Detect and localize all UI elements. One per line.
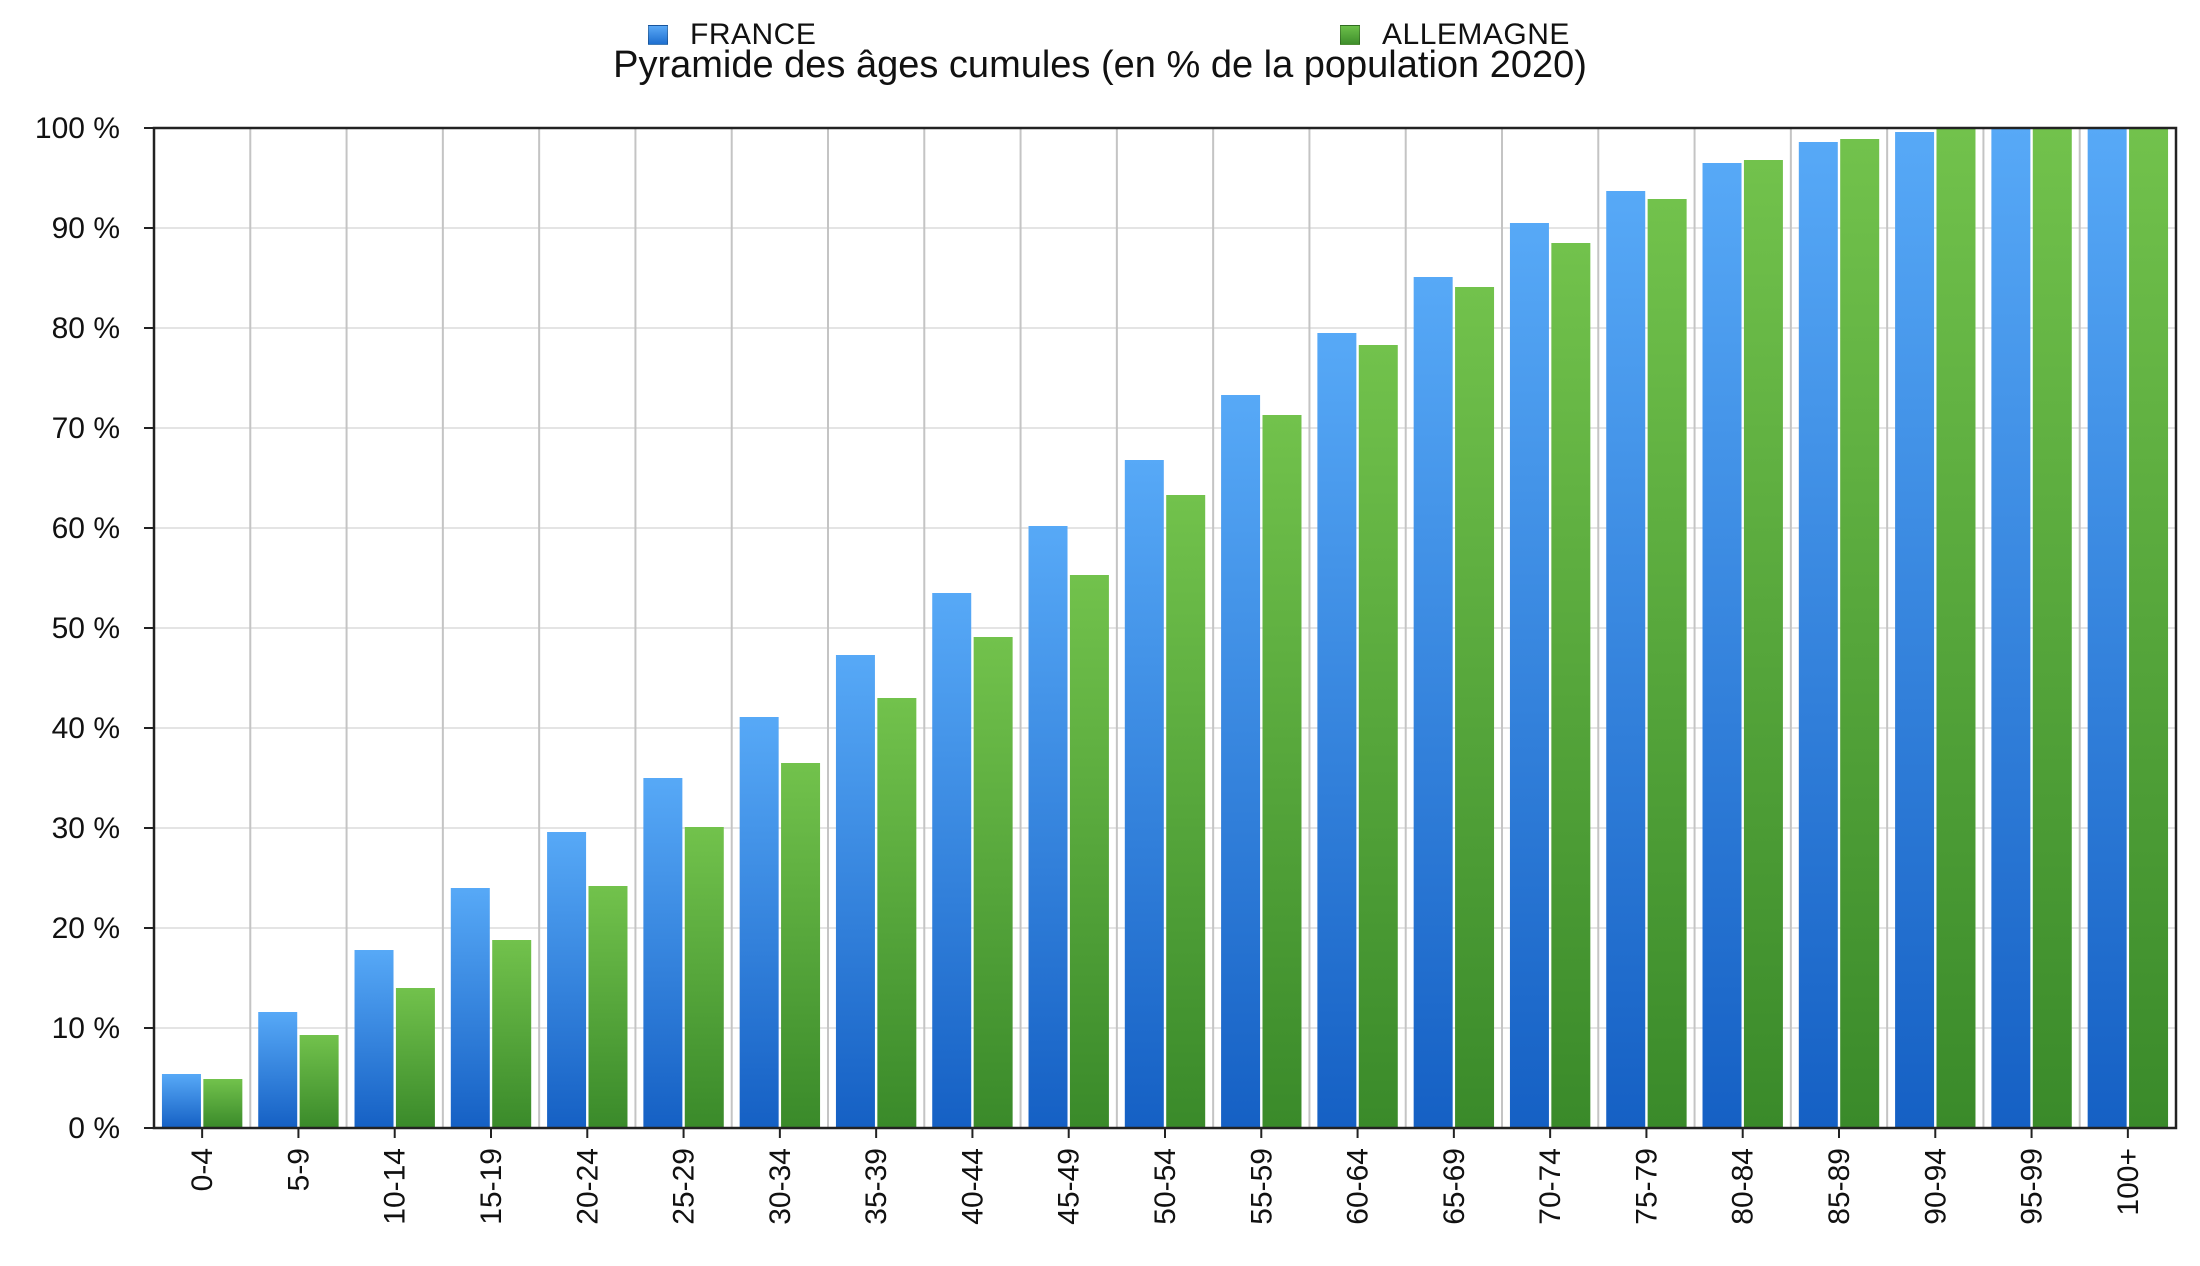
bar-allemagne (973, 637, 1013, 1128)
bar-allemagne (1647, 199, 1687, 1128)
bar-france (739, 717, 779, 1128)
y-tick-label: 100 % (35, 112, 120, 145)
y-tick-label: 60 % (52, 512, 120, 545)
bar-france (1509, 223, 1549, 1128)
bar-france (1028, 526, 1068, 1128)
x-tick-label: 65-69 (1438, 1148, 1471, 1225)
x-tick-label: 90-94 (1919, 1148, 1952, 1225)
bar-allemagne (299, 1035, 339, 1128)
bar-france (932, 593, 972, 1128)
legend-swatch-allemagne (1340, 25, 1360, 45)
y-tick-label: 30 % (52, 812, 120, 845)
legend-item-allemagne: ALLEMAGNE (1340, 18, 1570, 52)
bar-allemagne (1551, 243, 1591, 1128)
x-tick-label: 35-39 (860, 1148, 893, 1225)
legend-label-allemagne: ALLEMAGNE (1382, 18, 1570, 51)
bar-allemagne (2129, 128, 2169, 1128)
bar-france (1413, 277, 1453, 1128)
x-tick-label: 95-99 (2016, 1148, 2049, 1225)
bar-france (1798, 142, 1838, 1128)
x-tick-label: 85-89 (1823, 1148, 1856, 1225)
bar-allemagne (877, 698, 917, 1128)
y-tick-label: 70 % (52, 412, 120, 445)
bar-allemagne (395, 988, 435, 1128)
x-tick-label: 25-29 (668, 1148, 701, 1225)
bar-france (161, 1074, 201, 1128)
bar-france (450, 888, 490, 1128)
x-tick-label: 100+ (2112, 1148, 2145, 1216)
x-tick-label: 30-34 (764, 1148, 797, 1225)
x-tick-label: 75-79 (1630, 1148, 1663, 1225)
bar-allemagne (1166, 495, 1206, 1128)
legend-item-france: FRANCE (648, 18, 816, 52)
bar-allemagne (588, 886, 628, 1128)
bar-france (1991, 128, 2031, 1128)
x-tick-label: 5-9 (282, 1148, 315, 1191)
bar-allemagne (1743, 160, 1783, 1128)
x-tick-label: 0-4 (186, 1148, 219, 1191)
y-tick-label: 0 % (68, 1112, 120, 1145)
bar-france (1895, 132, 1935, 1128)
bar-allemagne (1936, 128, 1976, 1128)
x-tick-label: 50-54 (1149, 1148, 1182, 1225)
y-tick-label: 40 % (52, 712, 120, 745)
x-tick-label: 40-44 (956, 1148, 989, 1225)
legend-swatch-france (648, 25, 668, 45)
bar-allemagne (1840, 139, 1880, 1128)
y-tick-label: 20 % (52, 912, 120, 945)
bar-france (835, 655, 875, 1128)
chart-title: Pyramide des âges cumules (en % de la po… (613, 44, 1587, 86)
bar-allemagne (492, 940, 532, 1128)
y-tick-label: 80 % (52, 312, 120, 345)
bar-france (258, 1012, 298, 1128)
bar-allemagne (2032, 128, 2072, 1128)
x-tick-label: 20-24 (571, 1148, 604, 1225)
bar-france (354, 950, 394, 1128)
x-tick-label: 45-49 (1053, 1148, 1086, 1225)
bar-allemagne (1455, 287, 1495, 1128)
bar-france (1702, 163, 1742, 1128)
bar-allemagne (781, 763, 821, 1128)
bar-allemagne (1262, 415, 1302, 1128)
y-tick-label: 90 % (52, 212, 120, 245)
bar-france (2087, 128, 2127, 1128)
x-tick-label: 80-84 (1727, 1148, 1760, 1225)
bar-france (1606, 191, 1646, 1128)
legend-label-france: FRANCE (690, 18, 817, 51)
bar-allemagne (203, 1079, 243, 1128)
bar-allemagne (1358, 345, 1398, 1128)
bar-france (1124, 460, 1164, 1128)
x-tick-label: 55-59 (1245, 1148, 1278, 1225)
x-tick-label: 70-74 (1534, 1148, 1567, 1225)
y-tick-label: 10 % (52, 1012, 120, 1045)
bar-allemagne (684, 827, 724, 1128)
bar-france (643, 778, 683, 1128)
x-tick-label: 60-64 (1342, 1148, 1375, 1225)
x-tick-label: 15-19 (475, 1148, 508, 1225)
bar-allemagne (1069, 575, 1109, 1128)
bar-france (1221, 395, 1261, 1128)
bar-france (1317, 333, 1357, 1128)
bar-france (547, 832, 587, 1128)
y-tick-label: 50 % (52, 612, 120, 645)
x-tick-label: 10-14 (379, 1148, 412, 1225)
